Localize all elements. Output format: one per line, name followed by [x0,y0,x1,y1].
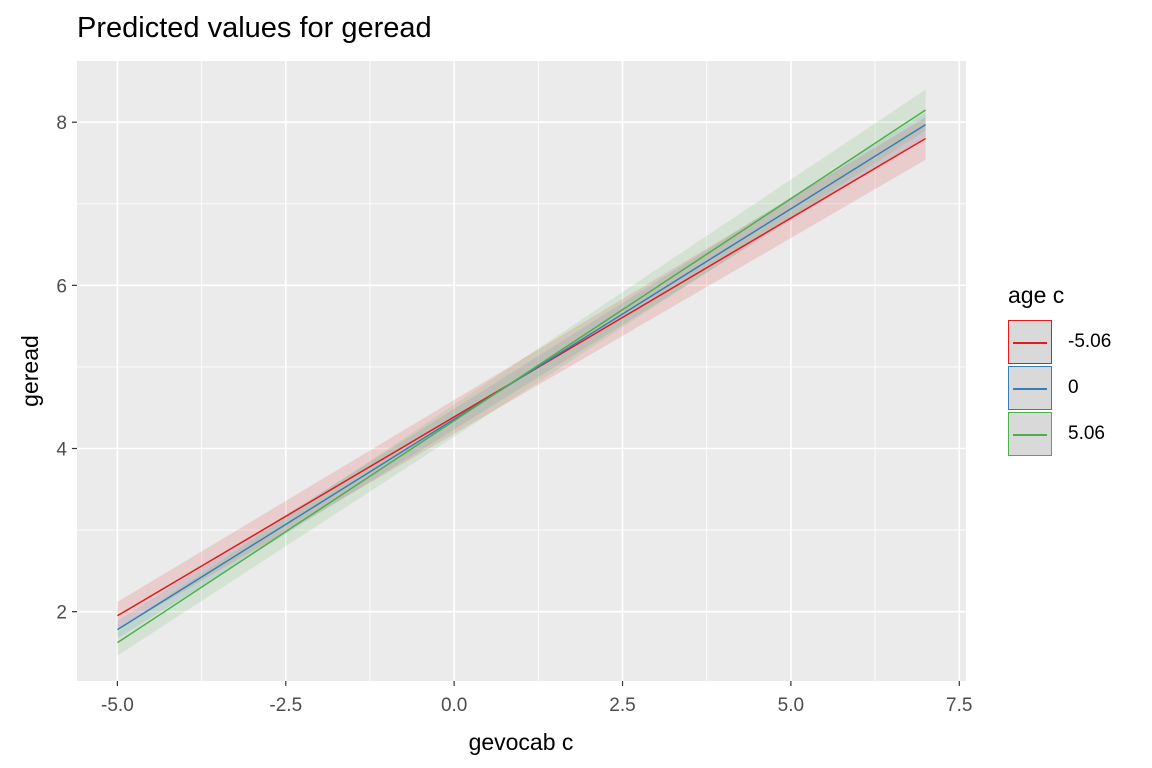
legend-key-line [1013,388,1047,390]
legend-key-line [1013,342,1047,344]
ribbon-5.06 [117,89,926,656]
x-axis-title: gevocab c [469,729,574,755]
grid-minor [77,61,966,681]
legend-item: -5.06 [1008,319,1111,365]
line-5.06 [116,109,927,644]
ribbon--5.06 [117,117,926,630]
plot-panel [77,61,966,681]
series-lines [116,109,927,644]
legend: age c -5.06 0 5.06 [1008,282,1111,457]
legend-key [1008,366,1052,410]
legend-title: age c [1008,282,1065,308]
legend-label: 5.06 [1068,423,1105,444]
x-tick-label: -5.0 [101,695,134,716]
legend-label: -5.06 [1068,331,1112,352]
chart-title: Predicted values for geread [77,12,432,44]
x-tick-label: -2.5 [269,695,302,716]
x-tick-label: 0.0 [441,695,467,716]
x-tick-label: 2.5 [609,695,635,716]
y-tick-label: 8 [56,113,67,134]
y-axis: 2 4 6 8 [56,113,77,624]
y-tick-label: 2 [56,603,67,624]
x-axis: -5.0 -2.5 0.0 2.5 5.0 7.5 [101,681,972,716]
y-axis-title: geread [17,335,43,407]
legend-item: 0 [1008,365,1111,411]
legend-key [1008,412,1052,456]
grid-major [77,61,966,681]
legend-items: -5.06 0 5.06 [1008,319,1111,457]
x-tick-label: 5.0 [778,695,804,716]
legend-label: 0 [1068,377,1079,398]
x-tick-label: 7.5 [946,695,972,716]
legend-key [1008,320,1052,364]
legend-item: 5.06 [1008,411,1111,457]
y-tick-label: 6 [56,276,67,297]
y-tick-label: 4 [56,440,67,461]
legend-key-line [1013,434,1047,436]
